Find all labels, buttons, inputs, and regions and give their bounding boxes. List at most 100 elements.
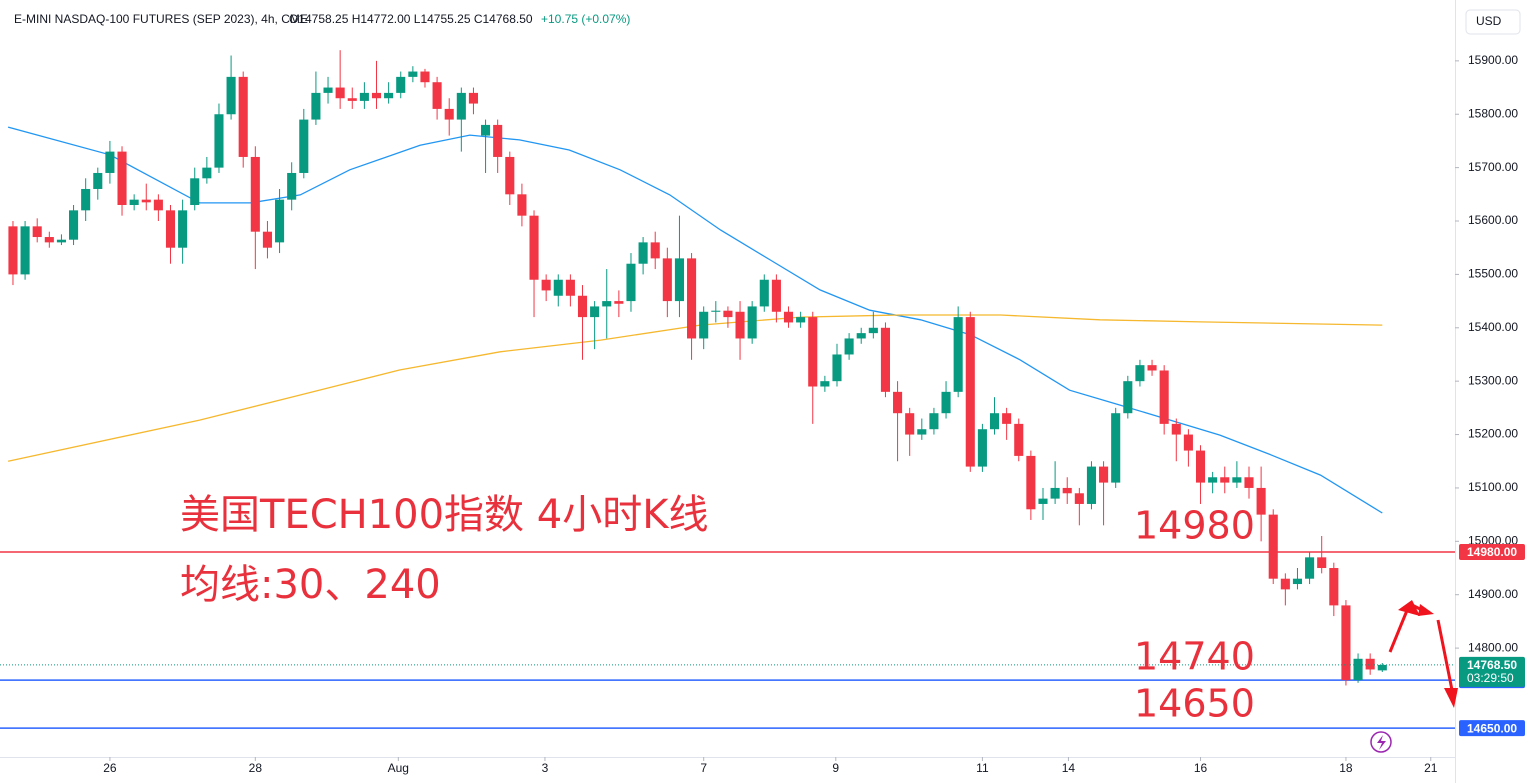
candle-body bbox=[432, 82, 442, 109]
candle-body bbox=[1062, 487, 1072, 494]
candle-body bbox=[1220, 477, 1230, 483]
candle-body bbox=[129, 199, 139, 205]
candle-body bbox=[735, 311, 745, 339]
candle-body bbox=[420, 71, 430, 83]
annotation-ma: 均线:30、240 bbox=[180, 562, 441, 608]
event-icon[interactable] bbox=[1370, 731, 1392, 753]
arrow-head bbox=[1444, 688, 1458, 708]
candle-body bbox=[384, 92, 394, 99]
ohlc-text: O14758.25 H14772.00 L14755.25 C14768.50 bbox=[289, 12, 533, 26]
candle-body bbox=[1256, 487, 1266, 515]
candle-body bbox=[1135, 365, 1145, 382]
countdown: 03:29:50 bbox=[1467, 671, 1514, 685]
candle-body bbox=[953, 317, 963, 392]
candle-body bbox=[650, 242, 660, 259]
y-tick-label: 15800.00 bbox=[1468, 106, 1518, 120]
y-tick-label: 15600.00 bbox=[1468, 213, 1518, 227]
y-tick-label: 15000.00 bbox=[1468, 533, 1518, 547]
annotation-level: 14740 bbox=[1134, 635, 1255, 679]
candle-body bbox=[1341, 605, 1351, 681]
candle-body bbox=[1074, 493, 1084, 504]
candle-body bbox=[444, 108, 454, 120]
candle-body bbox=[590, 306, 600, 318]
candle-body bbox=[202, 167, 212, 179]
y-tick-label: 14800.00 bbox=[1468, 640, 1518, 654]
candle-body bbox=[44, 237, 54, 243]
candle-body bbox=[493, 124, 503, 157]
x-tick-label: 26 bbox=[103, 761, 117, 775]
candle-body bbox=[1353, 658, 1363, 681]
candle-body bbox=[226, 76, 236, 115]
candle-body bbox=[977, 429, 987, 467]
y-tick-label: 15700.00 bbox=[1468, 160, 1518, 174]
candle-body bbox=[93, 172, 103, 189]
last-price-box bbox=[1459, 656, 1525, 687]
candle-body bbox=[165, 210, 176, 248]
candle-body bbox=[32, 226, 42, 238]
candle-body bbox=[1183, 434, 1193, 451]
candle-body bbox=[880, 327, 891, 392]
x-tick-label: 16 bbox=[1194, 761, 1208, 775]
candle-body bbox=[759, 279, 769, 307]
candle-body bbox=[481, 124, 491, 136]
candle-body bbox=[1232, 477, 1242, 483]
candle-body bbox=[565, 279, 575, 296]
candle-body bbox=[371, 92, 382, 99]
candle-body bbox=[408, 71, 418, 77]
arrow-down bbox=[1436, 619, 1454, 691]
candle-body bbox=[844, 338, 854, 355]
candle-body bbox=[541, 279, 551, 291]
last-price-label: 14768.50 bbox=[1467, 658, 1517, 672]
candle-body bbox=[1280, 578, 1290, 590]
candle-body bbox=[8, 226, 18, 275]
candle-body bbox=[1317, 557, 1327, 569]
candle-body bbox=[359, 92, 369, 101]
candle-body bbox=[1111, 413, 1121, 483]
currency-box[interactable] bbox=[1465, 9, 1521, 35]
candle-body bbox=[893, 391, 903, 414]
candle-body bbox=[1365, 658, 1375, 670]
y-tick-label: 15900.00 bbox=[1468, 53, 1518, 67]
event-icon-bolt bbox=[1377, 735, 1386, 750]
candle-body bbox=[323, 87, 333, 93]
candle-body bbox=[868, 327, 878, 334]
candle-body bbox=[783, 311, 794, 323]
arrow-head bbox=[1398, 600, 1420, 616]
arrow-up bbox=[1388, 607, 1410, 653]
candle-body bbox=[1268, 514, 1278, 579]
candle-body bbox=[989, 413, 1000, 430]
candle-body bbox=[602, 301, 612, 307]
candle-body bbox=[747, 306, 757, 339]
candle-body bbox=[687, 258, 697, 339]
candle-body bbox=[529, 215, 539, 280]
candle-body bbox=[1244, 477, 1254, 488]
x-tick-label: 21 bbox=[1424, 761, 1438, 775]
candle-body bbox=[287, 172, 297, 200]
y-tick-label: 15400.00 bbox=[1468, 320, 1518, 334]
candle-body bbox=[1123, 381, 1133, 414]
y-tick-label: 15300.00 bbox=[1468, 373, 1518, 387]
candle-body bbox=[117, 151, 127, 205]
arrow-head bbox=[1418, 604, 1434, 616]
annotation-level: 14650 bbox=[1134, 682, 1255, 726]
candle-body bbox=[905, 413, 915, 435]
x-tick-label: 11 bbox=[976, 761, 989, 775]
candle-body bbox=[711, 310, 721, 312]
level-label: 14980.00 bbox=[1467, 545, 1517, 559]
x-tick-label: 14 bbox=[1062, 761, 1076, 775]
candle-body bbox=[456, 92, 466, 120]
candle-body bbox=[396, 76, 406, 93]
candle-body bbox=[81, 188, 91, 211]
candle-body bbox=[1026, 455, 1036, 510]
candle-body bbox=[614, 301, 624, 304]
candle-body bbox=[468, 92, 478, 104]
candle-body bbox=[1086, 466, 1097, 504]
candle-body bbox=[577, 295, 588, 318]
candle-body bbox=[347, 98, 357, 101]
candle-body bbox=[69, 210, 79, 240]
candle-body bbox=[275, 199, 285, 243]
chart-title: E-MINI NASDAQ-100 FUTURES (SEP 2023), 4h… bbox=[14, 12, 308, 26]
candle-body bbox=[153, 199, 163, 211]
